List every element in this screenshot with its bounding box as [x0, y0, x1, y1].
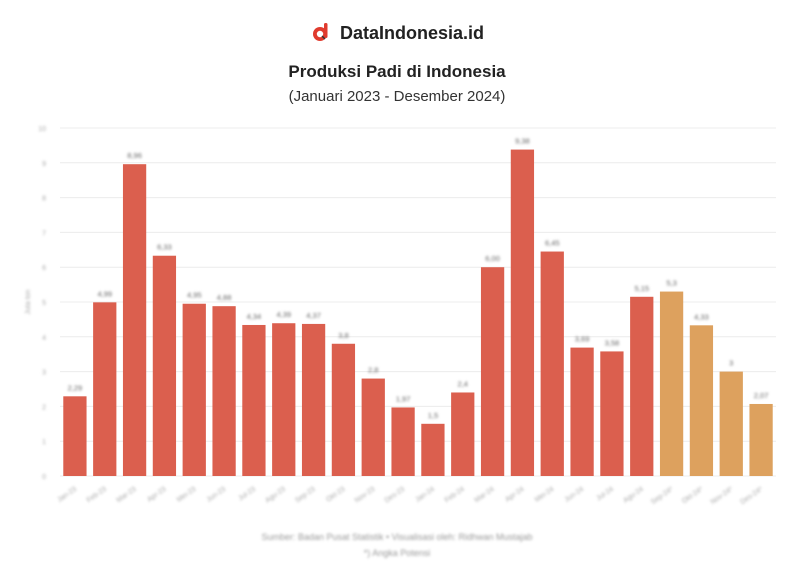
x-tick-label: Nov-23	[354, 486, 377, 505]
dataindonesia-logo-icon	[312, 23, 328, 41]
bar-value-label: 4,88	[217, 293, 232, 302]
x-tick-label: Jun-23	[206, 486, 228, 504]
bar	[361, 378, 385, 476]
chart-subtitle: (Januari 2023 - Desember 2024)	[288, 88, 506, 105]
bar	[749, 403, 773, 476]
y-tick-label: 5	[42, 300, 46, 307]
x-tick-label: Sep-23	[294, 486, 317, 505]
bar-value-label: 3,69	[575, 335, 590, 344]
x-tick-label: Agu-24	[622, 486, 645, 505]
bar-value-label: 4,33	[694, 312, 709, 321]
x-tick-label: Jul-24	[595, 486, 615, 503]
bar-value-label: 6,00	[485, 254, 500, 263]
y-tick-label: 6	[42, 265, 46, 272]
x-tick-label: Des-23	[384, 486, 407, 505]
x-tick-label: Okt-24*	[681, 486, 705, 506]
x-tick-label: Apr-24	[504, 486, 525, 504]
x-tick-label: Feb-23	[86, 486, 108, 505]
y-tick-label: 0	[42, 474, 46, 481]
bar-value-label: 9,38	[515, 137, 530, 146]
bar-value-label: 4,39	[276, 310, 291, 319]
bar-value-label: 3,58	[605, 338, 620, 347]
y-tick-label: 10	[38, 126, 46, 133]
x-tick-label: Jan-23	[57, 486, 79, 504]
x-tick-label: Apr-23	[146, 486, 167, 504]
bar	[242, 324, 266, 476]
bar-value-label: 6,33	[157, 243, 172, 252]
bar	[600, 351, 624, 476]
x-tick-label: Okt-23	[325, 486, 346, 504]
bar	[510, 149, 535, 477]
bar	[93, 302, 117, 476]
bar-value-label: 4,37	[306, 311, 321, 320]
bar	[152, 255, 177, 476]
y-axis-label: Juta ton	[25, 289, 32, 314]
x-tick-label: Sep-24*	[650, 486, 675, 506]
y-tick-label: 7	[42, 230, 46, 237]
bar-value-label: 2,29	[68, 383, 83, 392]
bar	[272, 323, 296, 476]
bar-value-label: 4,34	[247, 312, 262, 321]
bar	[122, 164, 147, 476]
bar	[630, 296, 654, 476]
bar-value-label: 5,15	[634, 284, 649, 293]
y-tick-label: 4	[42, 335, 46, 342]
x-tick-label: Jul-23	[237, 486, 257, 503]
y-tick-label: 1	[42, 439, 46, 446]
bar	[689, 325, 714, 476]
bar	[659, 291, 684, 476]
bar-value-label: 4,95	[187, 291, 202, 300]
bar	[212, 306, 236, 476]
bar-value-label: 8,96	[127, 151, 142, 160]
x-tick-label: Mar-23	[116, 486, 138, 505]
chart-title: Produksi Padi di Indonesia	[288, 62, 506, 81]
y-tick-label: 9	[42, 161, 46, 168]
source-note: Sumber: Badan Pusat Statistik • Visualis…	[261, 532, 533, 542]
bar	[331, 343, 356, 476]
x-tick-label: Nov-24*	[710, 486, 735, 506]
bar-value-label: 1,97	[396, 394, 411, 403]
brand-name: DataIndonesia.id	[339, 22, 485, 43]
bar-value-label: 6,45	[545, 239, 560, 248]
x-tick-label: Feb-24	[444, 486, 466, 505]
x-tick-label: Des-24*	[739, 486, 764, 506]
bar-value-label: 5,3	[666, 279, 676, 288]
x-tick-label: Jan-24	[415, 486, 437, 504]
x-tick-label: Jun-24	[564, 486, 586, 504]
x-tick-label: Mar-24	[474, 486, 496, 505]
bar	[391, 407, 415, 476]
y-tick-label: 8	[42, 196, 46, 203]
bar	[63, 396, 87, 476]
bar	[421, 423, 445, 476]
brand-header: DataIndonesia.id	[0, 22, 794, 44]
bar-value-label: 2,8	[368, 366, 378, 375]
bar-value-label: 2,07	[754, 391, 769, 400]
y-tick-label: 2	[42, 404, 46, 411]
bar-value-label: 1,5	[428, 411, 438, 420]
x-tick-label: Mei-24	[534, 486, 556, 504]
x-tick-label: Mei-23	[176, 486, 198, 504]
x-tick-label: Agu-23	[264, 486, 287, 505]
bar	[480, 267, 505, 476]
bar-value-label: 4,99	[97, 289, 112, 298]
y-tick-label: 3	[42, 370, 46, 377]
bar	[570, 347, 594, 476]
bar	[540, 251, 564, 476]
bar	[451, 392, 475, 476]
bar-value-label: 3	[729, 359, 733, 368]
bar	[719, 371, 743, 476]
bar-value-label: 3,8	[338, 331, 348, 340]
bar	[182, 303, 206, 476]
bar-value-label: 2,4	[458, 379, 468, 388]
bar	[301, 323, 326, 476]
estimate-note: *) Angka Potensi	[363, 548, 431, 558]
